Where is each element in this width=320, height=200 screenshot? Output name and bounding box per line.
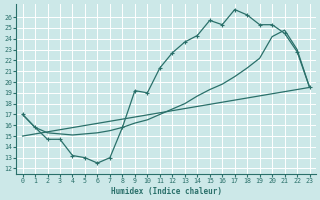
X-axis label: Humidex (Indice chaleur): Humidex (Indice chaleur) xyxy=(111,187,221,196)
